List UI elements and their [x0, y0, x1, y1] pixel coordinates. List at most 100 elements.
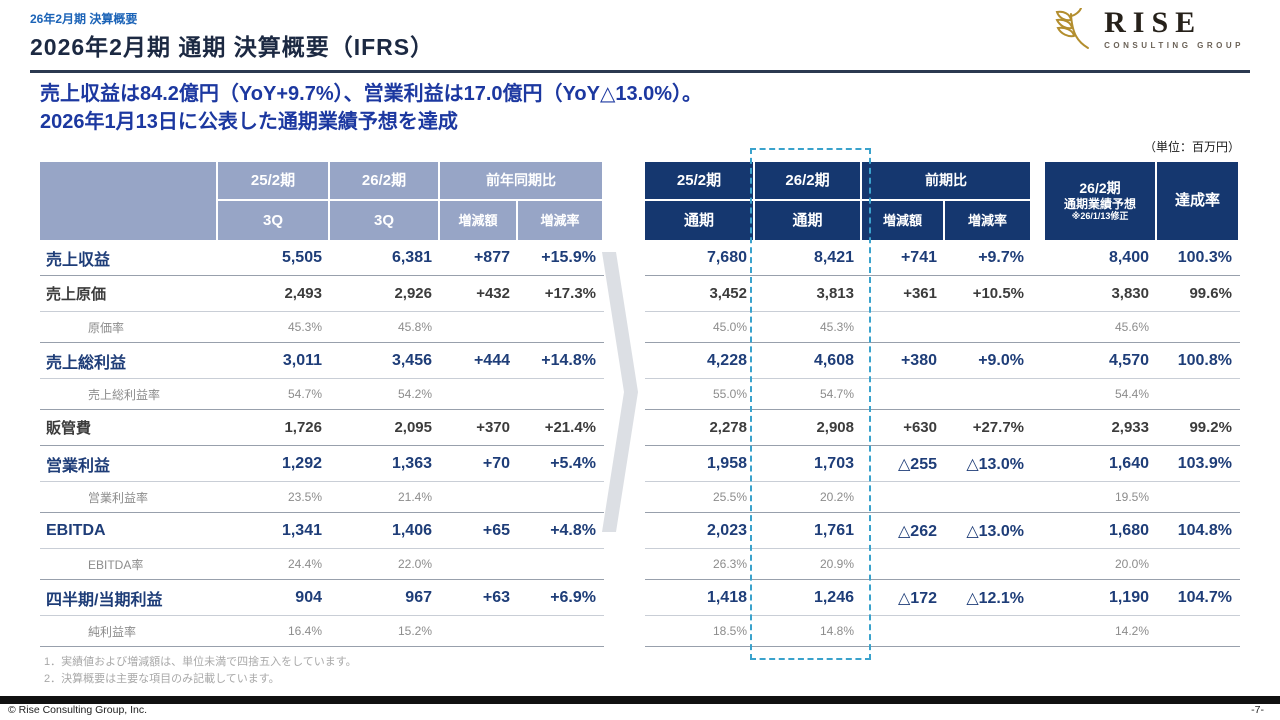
table-cell: 1,680	[1108, 521, 1149, 539]
table-cell: 100.3%	[1177, 248, 1232, 266]
header-prev-quarter: 3Q	[218, 201, 330, 240]
table-cell: +370	[476, 419, 510, 436]
table-cell: 1,363	[391, 454, 432, 472]
row-label: 販管費	[46, 420, 92, 437]
fullyear-table-row: 25.5% 20.2% 19.5%	[645, 482, 1240, 513]
table-cell: 3,813	[816, 285, 854, 302]
header-diff-rate: 増減率	[945, 201, 1032, 240]
quarter-table: 25/2期 26/2期 前年同期比 3Q 3Q 増減額 増減率 売上収益 5,50…	[40, 162, 604, 647]
table-cell: 8,400	[1108, 248, 1149, 266]
table-cell: 1,726	[284, 419, 322, 436]
row-label: 売上総利益率	[88, 387, 161, 402]
header-forecast-period: 26/2期	[1079, 180, 1121, 196]
table-cell: 1,406	[391, 521, 432, 539]
copyright: © Rise Consulting Group, Inc.	[8, 704, 148, 716]
table-cell: +70	[482, 454, 510, 472]
table-cell: 26.3%	[712, 557, 747, 571]
table-cell: +361	[903, 285, 937, 302]
header-forecast-revision-note: ※26/1/13修正	[1071, 211, 1129, 222]
table-cell: 45.6%	[1114, 320, 1149, 334]
table-cell: 14.8%	[819, 624, 854, 638]
table-cell: 3,452	[709, 285, 747, 302]
table-cell: 904	[295, 588, 322, 606]
table-cell: 22.0%	[397, 557, 432, 571]
table-cell: 2,493	[284, 285, 322, 302]
table-cell: 99.2%	[1189, 419, 1232, 436]
table-cell: +741	[900, 248, 937, 266]
fullyear-table-row: 26.3% 20.9% 20.0%	[645, 549, 1240, 580]
header-prev-period: 25/2期	[218, 162, 330, 201]
table-cell: 20.0%	[1114, 557, 1149, 571]
row-label: EBITDA率	[88, 557, 144, 572]
table-cell: +9.7%	[978, 248, 1024, 266]
row-label: 売上収益	[46, 251, 111, 269]
table-cell: 3,011	[282, 351, 322, 369]
table-cell: 54.2%	[397, 387, 432, 401]
table-cell: 2,908	[816, 419, 854, 436]
header-cur-period: 26/2期	[330, 162, 440, 201]
quarter-table-header: 25/2期 26/2期 前年同期比 3Q 3Q 増減額 増減率	[40, 162, 604, 240]
fullyear-table-row: 4,228 4,608 +380 +9.0% 4,570 100.8%	[645, 343, 1240, 379]
table-cell: +5.4%	[550, 454, 596, 472]
header-diff-amount: 増減額	[862, 201, 945, 240]
footnotes: 1．実績値および増減額は、単位未満で四捨五入をしています。 2．決算概要は主要な…	[44, 654, 357, 688]
table-cell: 2,926	[394, 285, 432, 302]
table-cell: 3,830	[1111, 285, 1149, 302]
table-cell: △255	[898, 455, 937, 473]
header-cur-period: 26/2期	[755, 162, 862, 201]
row-label: 営業利益率	[88, 490, 149, 505]
row-label: EBITDA	[46, 521, 106, 539]
fullyear-table-row: 3,452 3,813 +361 +10.5% 3,830 99.6%	[645, 276, 1240, 312]
fullyear-table-row: 45.0% 45.3% 45.6%	[645, 312, 1240, 343]
fullyear-table-row: 7,680 8,421 +741 +9.7% 8,400 100.3%	[645, 240, 1240, 276]
table-cell: 1,640	[1108, 454, 1149, 472]
quarter-table-row: EBITDA率 24.4% 22.0%	[40, 549, 604, 580]
quarter-table-row: 純利益率 16.4% 15.2%	[40, 616, 604, 647]
quarter-table-row: 四半期/当期利益 904 967 +63 +6.9%	[40, 580, 604, 616]
table-cell: 1,190	[1108, 588, 1149, 606]
table-cell: +9.0%	[978, 351, 1024, 369]
row-label: 原価率	[88, 320, 125, 335]
table-cell: 16.4%	[287, 624, 322, 638]
footnote-1: 1．実績値および増減額は、単位未満で四捨五入をしています。	[44, 656, 357, 668]
eyebrow: 26年2月期 決算概要	[30, 12, 138, 26]
header-achievement-rate: 達成率	[1157, 162, 1240, 240]
header-cur-term: 通期	[755, 201, 862, 240]
table-cell: 4,570	[1108, 351, 1149, 369]
table-cell: △13.0%	[966, 455, 1024, 473]
table-cell: 20.9%	[819, 557, 854, 571]
fullyear-table-row: 18.5% 14.8% 14.2%	[645, 616, 1240, 647]
quarter-table-row: 営業利益 1,292 1,363 +70 +5.4%	[40, 446, 604, 482]
header-yoy-group: 前年同期比	[440, 162, 604, 201]
quarter-table-row: 原価率 45.3% 45.8%	[40, 312, 604, 343]
logo-text: RISE CONSULTING GROUP	[1104, 8, 1244, 51]
table-cell: +432	[476, 285, 510, 302]
table-cell: +27.7%	[972, 419, 1024, 436]
table-cell: 19.5%	[1114, 490, 1149, 504]
fullyear-table-row: 55.0% 54.7% 54.4%	[645, 379, 1240, 410]
table-cell: 1,703	[813, 454, 854, 472]
quarter-table-row: 売上収益 5,505 6,381 +877 +15.9%	[40, 240, 604, 276]
header-prev-period: 25/2期	[645, 162, 755, 201]
header-diff-amount: 増減額	[440, 201, 518, 240]
table-cell: 54.4%	[1114, 387, 1149, 401]
table-cell: +877	[473, 248, 510, 266]
quarter-table-row: 売上総利益率 54.7% 54.2%	[40, 379, 604, 410]
table-cell: +63	[482, 588, 510, 606]
wheat-sheaf-icon	[1055, 8, 1090, 49]
page-number: -7-	[1251, 704, 1264, 716]
table-cell: 15.2%	[397, 624, 432, 638]
table-cell: +10.5%	[972, 285, 1024, 302]
table-cell: 25.5%	[712, 490, 747, 504]
quarter-table-row: 売上総利益 3,011 3,456 +444 +14.8%	[40, 343, 604, 379]
quarter-table-row: 営業利益率 23.5% 21.4%	[40, 482, 604, 513]
row-label: 売上総利益	[46, 354, 127, 372]
table-cell: 55.0%	[712, 387, 747, 401]
table-cell: △12.1%	[966, 589, 1024, 607]
quarter-table-row: EBITDA 1,341 1,406 +65 +4.8%	[40, 513, 604, 549]
table-cell: 54.7%	[819, 387, 854, 401]
fullyear-table-row: 1,418 1,246 △172 △12.1% 1,190 104.7%	[645, 580, 1240, 616]
table-cell: +6.9%	[550, 588, 596, 606]
table-cell: 14.2%	[1114, 624, 1149, 638]
